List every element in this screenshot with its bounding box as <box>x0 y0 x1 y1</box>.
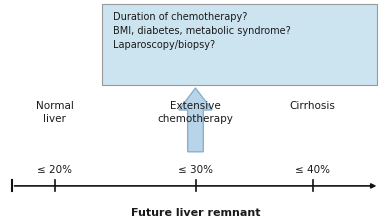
Text: Cirrhosis: Cirrhosis <box>290 101 336 111</box>
Text: ≤ 40%: ≤ 40% <box>295 165 330 175</box>
Text: Normal
liver: Normal liver <box>36 101 74 124</box>
Text: Future liver remnant: Future liver remnant <box>131 208 260 218</box>
FancyBboxPatch shape <box>102 4 377 85</box>
Polygon shape <box>179 88 212 152</box>
Text: Duration of chemotherapy?
BMI, diabetes, metabolic syndrome?
Laparoscopy/biopsy?: Duration of chemotherapy? BMI, diabetes,… <box>113 12 291 50</box>
Text: ≤ 30%: ≤ 30% <box>178 165 213 175</box>
Text: ≤ 20%: ≤ 20% <box>37 165 72 175</box>
Text: Extensive
chemotherapy: Extensive chemotherapy <box>158 101 233 124</box>
